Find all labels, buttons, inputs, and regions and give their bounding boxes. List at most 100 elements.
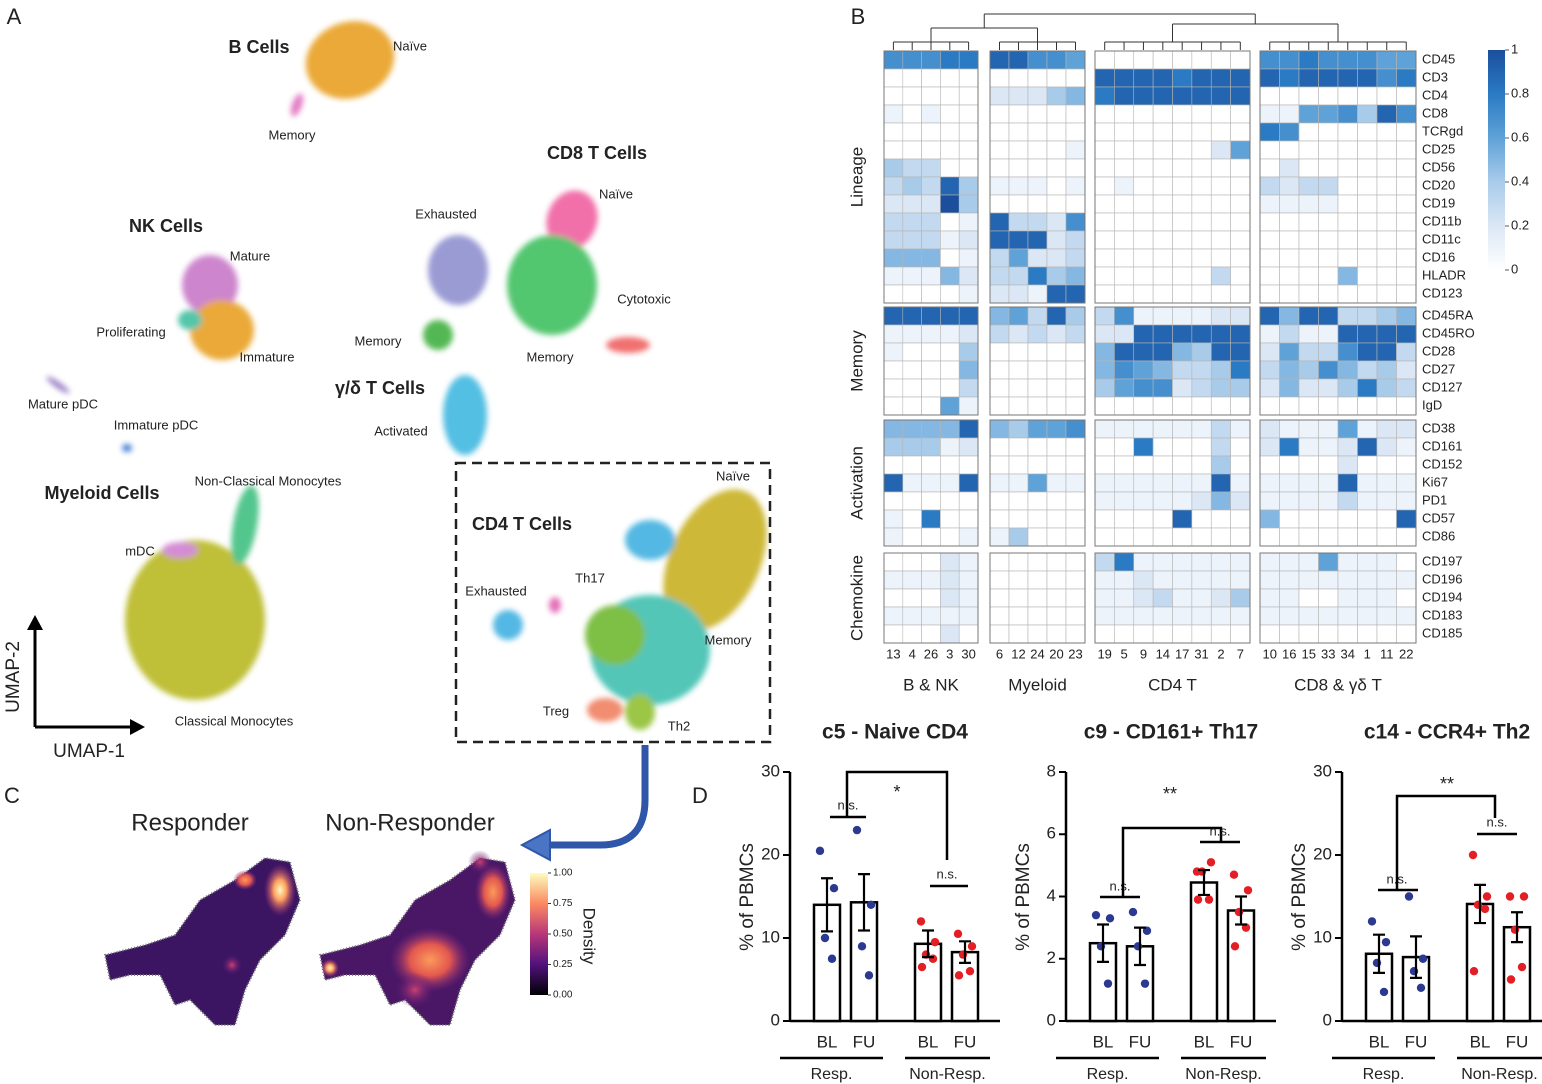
heatmap-cell bbox=[958, 104, 979, 124]
heatmap-cell bbox=[1191, 342, 1212, 362]
heatmap-cell bbox=[921, 455, 941, 475]
cluster-cloud bbox=[182, 255, 238, 315]
y-tick-label: 6 bbox=[1047, 824, 1056, 843]
hotspot bbox=[395, 972, 435, 1008]
heatmap-cell bbox=[1008, 527, 1029, 547]
heatmap-cell bbox=[1210, 570, 1231, 590]
heatmap-cell bbox=[1152, 104, 1173, 124]
x-tick-label: FU bbox=[1405, 1032, 1428, 1051]
heatmap-cell bbox=[902, 588, 922, 608]
heatmap-cell bbox=[1230, 552, 1251, 572]
heatmap-cell bbox=[940, 104, 960, 124]
heatmap-cell bbox=[1210, 284, 1231, 304]
heatmap-cell bbox=[1259, 176, 1280, 196]
heatmap-cell bbox=[1172, 248, 1193, 268]
hotspot bbox=[233, 870, 257, 890]
marker-label: Ki67 bbox=[1422, 474, 1448, 489]
heatmap-cell bbox=[902, 624, 922, 644]
heatmap-cell bbox=[1027, 104, 1048, 124]
heatmap-cell bbox=[1230, 266, 1251, 286]
density-responder bbox=[103, 856, 302, 1026]
heatmap-cell bbox=[1152, 606, 1173, 626]
heatmap-cell bbox=[1298, 306, 1319, 326]
population-label: γ/δ T Cells bbox=[335, 378, 425, 398]
heatmap-cell bbox=[902, 437, 922, 457]
heatmap-cell bbox=[989, 419, 1010, 439]
heatmap-cell bbox=[1230, 624, 1251, 644]
heatmap-cell bbox=[958, 396, 979, 416]
heatmap-cell bbox=[902, 50, 922, 70]
heatmap-cell bbox=[1210, 306, 1231, 326]
heatmap-cell bbox=[1046, 570, 1067, 590]
subset-label: Treg bbox=[543, 703, 569, 718]
heatmap-cell bbox=[1396, 176, 1417, 196]
heatmap-cell bbox=[1046, 158, 1067, 178]
x-tick-label: FU bbox=[853, 1032, 876, 1051]
heatmap-cell bbox=[1318, 437, 1339, 457]
heatmap-cell bbox=[1337, 284, 1358, 304]
heatmap-cell bbox=[989, 306, 1010, 326]
heatmap-cell bbox=[1065, 230, 1086, 250]
heatmap-cell bbox=[1318, 360, 1339, 380]
heatmap-cell bbox=[1318, 50, 1339, 70]
heatmap-cell bbox=[1298, 194, 1319, 214]
heatmap-cell bbox=[1191, 284, 1212, 304]
heatmap-cell bbox=[1279, 212, 1300, 232]
subset-label: Immature pDC bbox=[114, 417, 199, 432]
marker-label: CD4 bbox=[1422, 87, 1448, 102]
cluster-label: 33 bbox=[1321, 646, 1335, 661]
panel-label: C bbox=[4, 783, 20, 808]
heatmap-cell bbox=[1008, 491, 1029, 511]
heatmap-cell bbox=[1191, 396, 1212, 416]
heatmap-cell bbox=[1008, 50, 1029, 70]
heatmap-cell bbox=[1172, 104, 1193, 124]
heatmap-cell bbox=[1357, 324, 1378, 344]
colorbar-tick-label: 0.00 bbox=[553, 990, 573, 1001]
heatmap-cell bbox=[1357, 158, 1378, 178]
heatmap-cell bbox=[940, 360, 960, 380]
heatmap-cell bbox=[958, 342, 979, 362]
cluster-label: 22 bbox=[1399, 646, 1413, 661]
heatmap-cell bbox=[1210, 588, 1231, 608]
subset-label: Memory bbox=[355, 333, 402, 348]
heatmap-cell bbox=[883, 473, 904, 493]
x-tick-label: BL bbox=[1470, 1032, 1491, 1051]
heatmap-cell bbox=[1152, 230, 1173, 250]
heatmap-cell bbox=[1172, 122, 1193, 142]
cluster-cloud bbox=[231, 485, 259, 565]
heatmap-cell bbox=[1357, 588, 1378, 608]
heatmap-cell bbox=[1094, 176, 1115, 196]
heatmap-cell bbox=[1318, 396, 1339, 416]
heatmap-cell bbox=[1298, 570, 1319, 590]
heatmap-cell bbox=[958, 212, 979, 232]
heatmap-cell bbox=[921, 230, 941, 250]
subset-label: Naïve bbox=[393, 38, 427, 53]
heatmap-cell bbox=[1396, 570, 1417, 590]
heatmap-cell bbox=[1279, 396, 1300, 416]
heatmap-cell bbox=[1357, 396, 1378, 416]
data-point bbox=[1103, 979, 1113, 988]
heatmap-cell bbox=[1259, 606, 1280, 626]
heatmap-cell bbox=[1046, 491, 1067, 511]
heatmap-cell bbox=[1298, 104, 1319, 124]
heatmap-cell bbox=[1152, 552, 1173, 572]
heatmap-cell bbox=[1065, 248, 1086, 268]
heatmap-cell bbox=[1376, 50, 1397, 70]
heatmap-cell bbox=[1046, 212, 1067, 232]
marker-label: CD194 bbox=[1422, 589, 1462, 604]
heatmap-cell bbox=[1008, 86, 1029, 106]
heatmap-cell bbox=[1065, 266, 1086, 286]
heatmap-cell bbox=[1172, 266, 1193, 286]
heatmap-cell bbox=[902, 158, 922, 178]
heatmap-cell bbox=[989, 104, 1010, 124]
data-point bbox=[1506, 975, 1516, 984]
heatmap-cell bbox=[1027, 140, 1048, 160]
heatmap-cell bbox=[1376, 360, 1397, 380]
heatmap-cell bbox=[1065, 552, 1086, 572]
heatmap-cell bbox=[1298, 284, 1319, 304]
heatmap-cell bbox=[1191, 437, 1212, 457]
heatmap-cell bbox=[1094, 552, 1115, 572]
heatmap-cell bbox=[1065, 491, 1086, 511]
heatmap-cell bbox=[1027, 552, 1048, 572]
subset-label: Th2 bbox=[668, 718, 690, 733]
